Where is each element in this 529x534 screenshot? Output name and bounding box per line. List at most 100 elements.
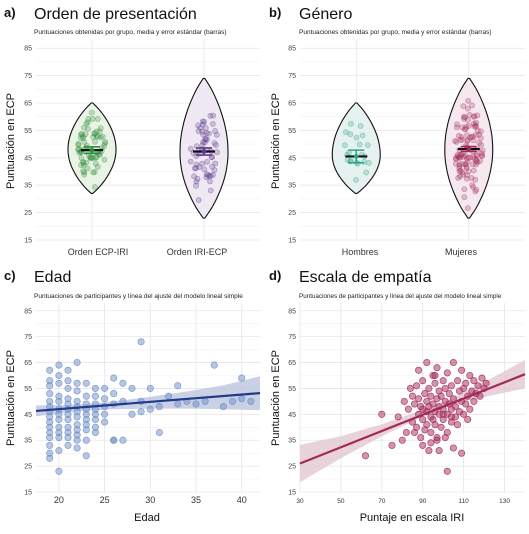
violin-point-b-1: [462, 161, 469, 168]
violin-point-b-1: [470, 167, 477, 174]
violin-point-b-1: [454, 121, 460, 128]
scatter-point-c: [55, 447, 63, 455]
scatter-point-d: [427, 392, 435, 400]
scatter-point-c: [101, 418, 109, 426]
scatter-point-d: [445, 390, 453, 398]
violin-point-b-1: [464, 117, 471, 123]
violin-point-a-1: [212, 142, 219, 149]
violin-point-b-1: [462, 161, 469, 168]
scatter-point-c: [101, 410, 109, 418]
violin-point-a-0: [91, 130, 98, 137]
violin-point-b-1: [459, 136, 466, 143]
violin-point-b-1: [478, 141, 484, 148]
violin-point-a-1: [199, 118, 206, 125]
violin-point-b-1: [464, 132, 470, 138]
scatter-point-c: [110, 390, 118, 398]
scatter-point-d: [427, 439, 435, 447]
scatter-point-c: [247, 397, 255, 405]
violin-point-b-1: [455, 153, 462, 160]
violin-point-b-1: [469, 182, 476, 188]
scatter-point-c: [101, 395, 109, 403]
violin-point-a-0: [78, 155, 85, 161]
violin-point-b-1: [460, 153, 467, 160]
violin-point-b-1: [459, 124, 466, 131]
violin-point-a-1: [207, 172, 214, 179]
panel-b-label: b): [269, 5, 281, 20]
violin-point-b-1: [476, 131, 482, 138]
scatter-point-d: [470, 397, 478, 405]
violin-point-a-0: [87, 154, 94, 161]
scatter-point-c: [201, 397, 209, 405]
violin-point-a-1: [199, 160, 205, 167]
violin-point-a-0: [75, 141, 82, 148]
scatter-point-d: [451, 403, 460, 411]
panel-c-ytick-label-65: 65: [24, 360, 32, 367]
violin-point-a-1: [196, 164, 203, 170]
violin-point-a-0: [101, 142, 107, 149]
violin-point-a-0: [79, 131, 85, 137]
panel-b: b) Género Puntuaciones obtenidas por gru…: [269, 5, 525, 257]
violin-point-a-0: [80, 168, 86, 174]
violin-b-0: [331, 102, 381, 194]
panel-c-ylabel: Puntuación en ECP: [5, 350, 17, 446]
violin-point-b-1: [470, 153, 476, 160]
violin-point-a-1: [187, 158, 194, 165]
fit-line-c: [35, 392, 261, 413]
scatter-point-d: [413, 382, 421, 390]
scatter-point-c: [82, 436, 90, 444]
violin-point-a-1: [210, 112, 216, 119]
violin-point-b-1: [465, 168, 472, 175]
violin-point-b-0: [347, 131, 354, 138]
scatter-point-d: [441, 434, 449, 442]
panel-c-xtick-label-35: 35: [191, 495, 201, 505]
panel-c: c) Edad Puntuaciones de participantes y …: [4, 268, 261, 524]
scatter-point-c: [46, 441, 54, 449]
violin-point-b-1: [458, 133, 465, 140]
scatter-point-c: [91, 415, 99, 424]
scatter-point-c: [219, 403, 227, 411]
violin-point-b-1: [472, 188, 479, 195]
violin-point-a-1: [193, 161, 200, 168]
scatter-point-c: [55, 379, 63, 387]
panel-a-title: Orden de presentación: [34, 6, 197, 23]
violin-point-a-1: [212, 127, 218, 134]
violin-point-a-1: [207, 187, 214, 194]
scatter-point-d: [447, 413, 455, 421]
violin-point-b-1: [453, 124, 460, 131]
panel-d-xtick-label-50: 50: [337, 498, 345, 505]
violin-point-a-0: [76, 149, 83, 156]
scatter-point-c: [155, 403, 163, 411]
violin-point-a-1: [201, 118, 207, 125]
scatter-point-d: [410, 428, 419, 437]
violin-point-b-1: [457, 151, 464, 158]
panel-c-ytick-label-75: 75: [24, 334, 32, 341]
violin-point-b-1: [467, 154, 473, 161]
violin-point-a-0: [91, 169, 98, 175]
panel-d-xtick-label-130: 130: [499, 498, 510, 505]
violin-point-b-1: [465, 154, 472, 161]
scatter-point-c: [46, 382, 54, 390]
violin-point-a-1: [213, 131, 220, 138]
violin-point-a-0: [89, 116, 96, 122]
violin-point-a-0: [102, 139, 109, 145]
violin-point-a-1: [200, 139, 206, 145]
scatter-point-d: [378, 410, 386, 418]
scatter-point-d: [419, 377, 427, 385]
panel-b-plot: 15 25 35 45 55 65 75 85: [288, 40, 525, 245]
violin-point-a-1: [203, 171, 210, 178]
scatter-point-d: [431, 379, 439, 387]
panel-d-ytick-label-85: 85: [288, 308, 296, 315]
scatter-point-d: [388, 441, 396, 449]
violin-point-b-1: [459, 160, 466, 167]
scatter-point-d: [417, 434, 425, 442]
violin-point-a-0: [97, 134, 104, 141]
violin-point-b-1: [457, 167, 464, 174]
violin-point-a-0: [94, 116, 101, 122]
panel-d-label: d): [269, 268, 281, 283]
violin-point-b-1: [473, 152, 480, 159]
scatter-point-d: [429, 400, 437, 408]
scatter-point-d: [419, 441, 427, 449]
scatter-point-d: [361, 452, 370, 460]
violin-point-b-1: [476, 140, 483, 146]
